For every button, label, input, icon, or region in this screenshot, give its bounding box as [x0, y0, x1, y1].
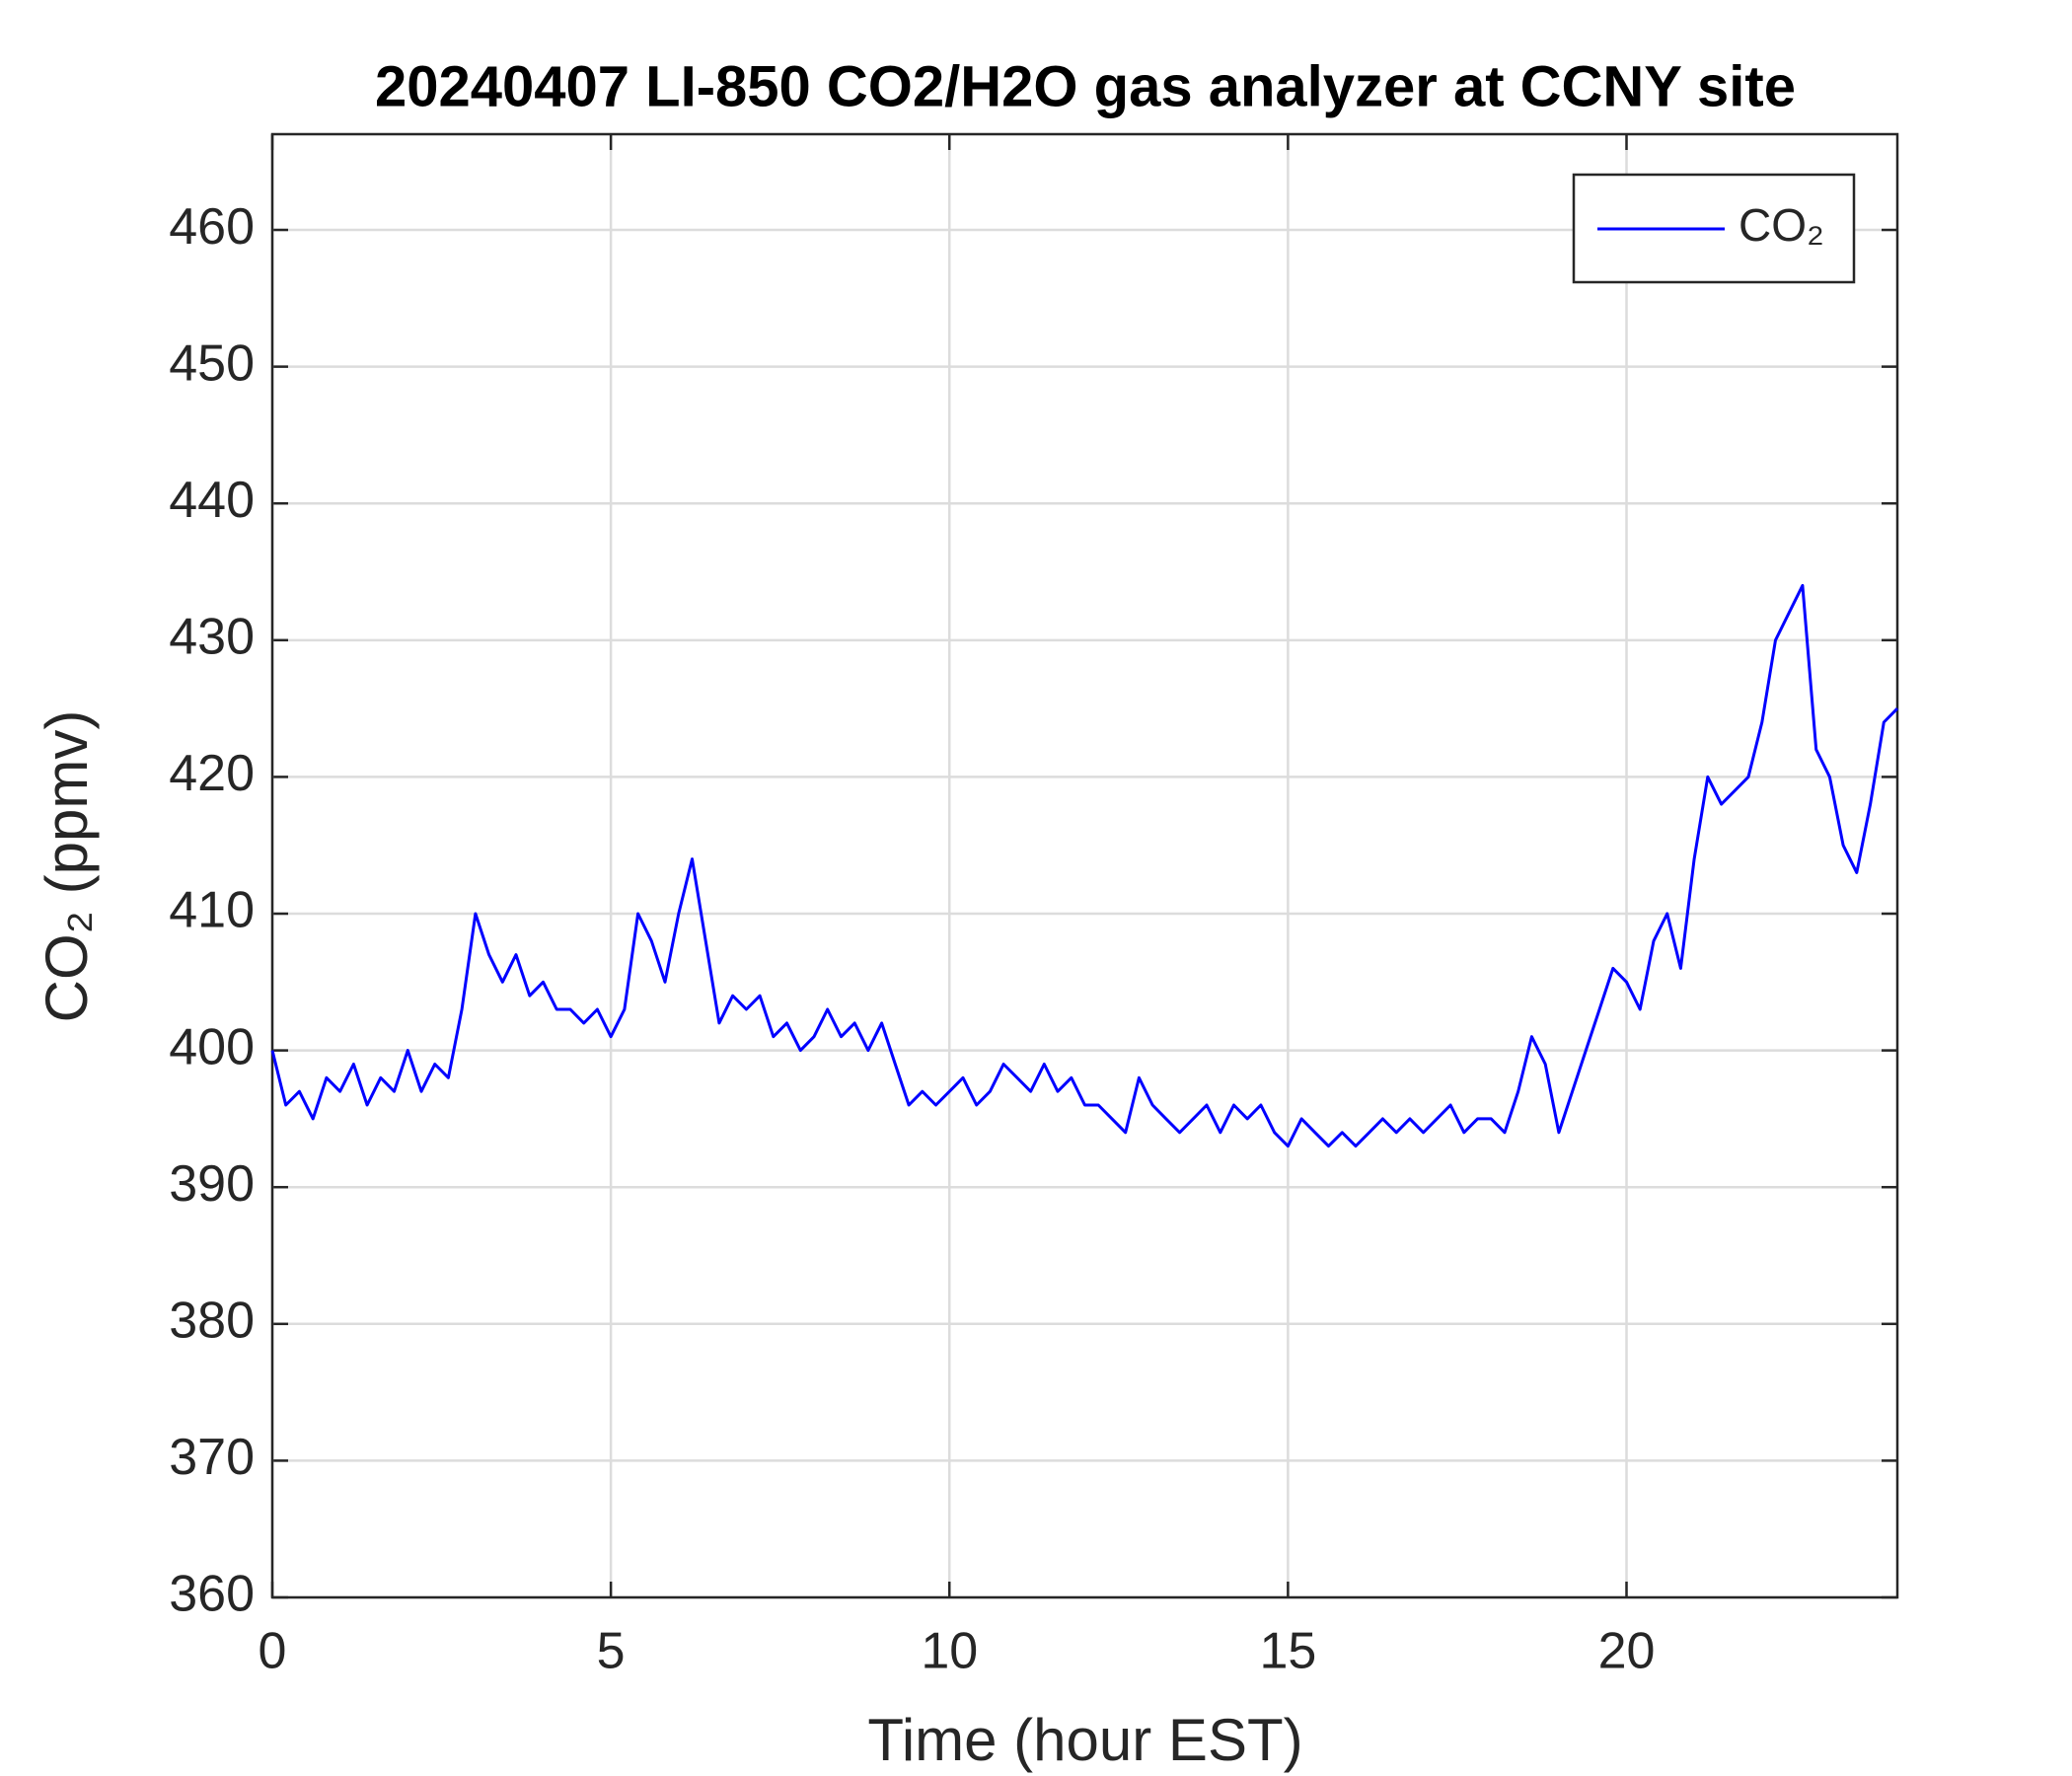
- chart-title: 20240407 LI-850 CO2/H2O gas analyzer at …: [375, 54, 1796, 118]
- y-tick-label: 420: [169, 745, 255, 802]
- legend-label: CO₂: [1739, 199, 1824, 251]
- y-axis-label: CO₂ (ppmv): [34, 710, 100, 1023]
- x-tick-label: 0: [259, 1623, 287, 1680]
- plot-frame: [270, 132, 1899, 1599]
- y-tick-label: 390: [169, 1155, 255, 1213]
- y-tick-label: 370: [169, 1429, 255, 1486]
- y-tick-label: 450: [169, 334, 255, 392]
- x-tick-label: 10: [921, 1623, 978, 1680]
- y-tick-label: 360: [169, 1566, 255, 1623]
- x-tick-label: 5: [597, 1623, 626, 1680]
- x-tick-label: 15: [1259, 1623, 1316, 1680]
- y-tick-label: 400: [169, 1018, 255, 1075]
- data-line: [270, 583, 1899, 1148]
- y-tick-label: 410: [169, 882, 255, 939]
- y-tick-label: 430: [169, 609, 255, 666]
- y-tick-label: 460: [169, 198, 255, 256]
- x-axis-label: Time (hour EST): [867, 1707, 1302, 1773]
- y-tick-label: 440: [169, 472, 255, 529]
- y-tick-label: 380: [169, 1293, 255, 1350]
- x-tick-label: 20: [1598, 1623, 1656, 1680]
